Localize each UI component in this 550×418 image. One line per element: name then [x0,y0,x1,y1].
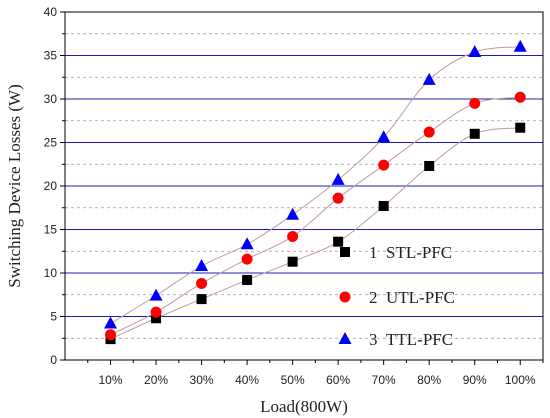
legend-item: 3 TTL-PFC [338,330,453,349]
x-tick-label: 30% [190,373,214,387]
data-point-square [287,256,298,267]
y-tick-label: 15 [44,223,58,237]
data-point-circle [469,97,481,109]
x-tick-label: 50% [281,373,305,387]
legend-label: TTL-PFC [386,330,453,349]
y-tick-label: 25 [44,136,58,150]
data-point-circle [378,159,390,171]
data-point-circle [514,91,526,103]
data-point-triangle [149,288,163,301]
data-point-square [378,201,389,212]
data-point-circle [423,126,435,138]
x-tick-label: 20% [144,373,168,387]
legend-number: 3 [369,330,378,349]
legend-marker-square [340,247,350,257]
data-point-circle [105,329,117,341]
x-tick-label: 90% [463,373,487,387]
legend-number: 1 [369,243,378,262]
x-tick-label: 70% [372,373,396,387]
data-point-triangle [422,72,436,85]
grid-lines [65,33,543,339]
data-point-triangle [331,172,345,185]
series-line [110,127,521,340]
data-point-triangle [468,45,482,58]
data-point-square [242,274,253,285]
y-tick-label: 35 [44,49,58,63]
data-point-square [424,160,435,171]
series-line [110,96,521,336]
series-ttl-pfc [104,39,527,329]
legend-item: 1 STL-PFC [340,243,452,262]
data-point-triangle [513,39,527,52]
data-point-square [515,122,526,133]
y-tick-label: 20 [44,179,58,193]
legend-marker-triangle [338,332,352,344]
legend: 1 STL-PFC 2 UTL-PFC 3 TTL-PFC [338,243,455,349]
data-point-circle [287,230,299,242]
y-tick-label: 40 [44,5,58,19]
x-tick-label: 100% [505,373,536,387]
data-point-square [151,313,162,324]
data-point-triangle [240,237,254,250]
data-point-circle [332,192,344,204]
legend-label: STL-PFC [386,243,452,262]
data-point-triangle [286,207,300,220]
x-tick-label: 10% [99,373,123,387]
x-tick-label: 60% [326,373,350,387]
data-point-triangle [195,259,209,272]
y-tick-label: 10 [44,266,58,280]
data-point-triangle [377,130,391,143]
series-layer [104,39,527,345]
y-tick-label: 5 [50,310,57,324]
x-axis: 10% 20% 30% 40% 50% 60% 70% 80% 90% 100% [87,360,544,387]
legend-label: UTL-PFC [386,288,455,307]
legend-number: 2 [369,288,378,307]
legend-marker-circle [339,291,351,303]
x-tick-label: 80% [417,373,441,387]
series-utl-pfc [105,91,526,341]
data-point-circle [150,306,162,318]
y-axis: 0 5 10 15 20 25 30 35 40 [44,5,65,367]
data-point-square [333,236,344,247]
y-tick-label: 30 [44,92,58,106]
data-point-circle [241,253,253,265]
data-point-square [196,294,207,305]
y-tick-label: 0 [50,353,57,367]
data-point-triangle [104,316,118,329]
legend-item: 2 UTL-PFC [339,288,455,307]
x-tick-label: 40% [235,373,259,387]
series-stl-pfc [105,122,526,345]
data-point-square [469,128,480,139]
series-line [110,46,521,324]
y-axis-label: Switching Device Losses (W) [5,84,24,287]
x-axis-label: Load(800W) [260,397,348,416]
data-point-circle [196,277,208,289]
